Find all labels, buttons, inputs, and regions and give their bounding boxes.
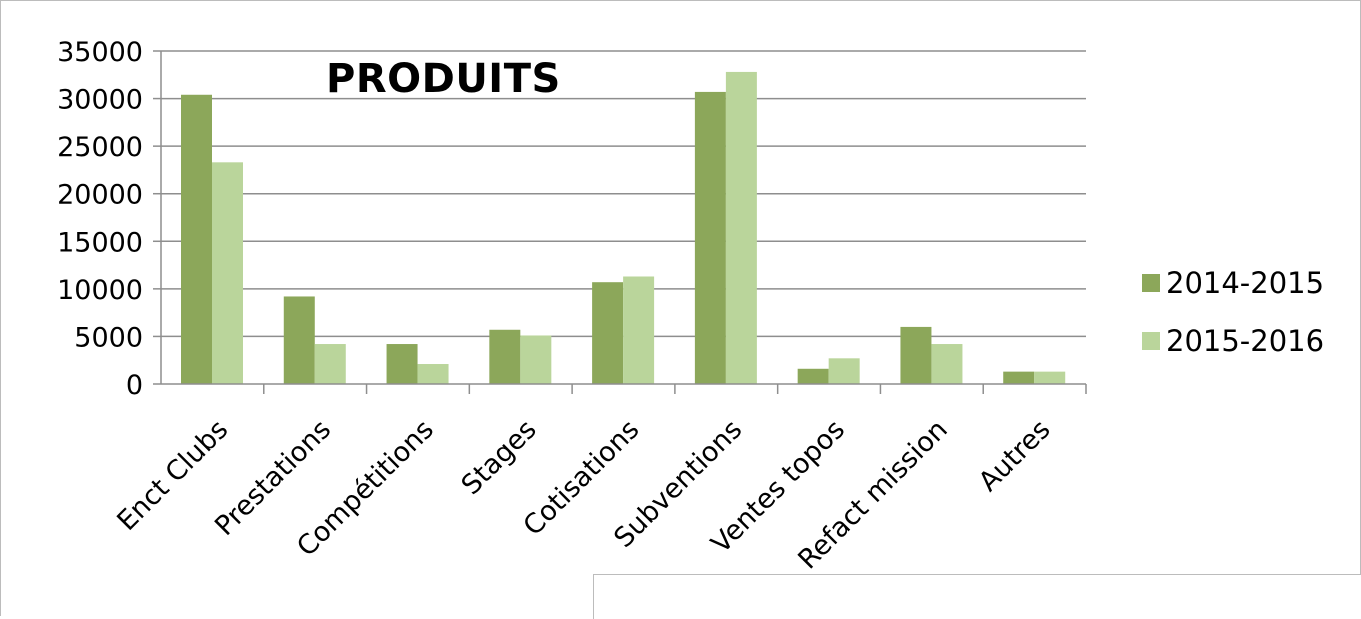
bar-series-2 <box>1034 371 1066 384</box>
bar-series-1 <box>694 91 726 384</box>
bar-series-2 <box>931 344 963 384</box>
legend-swatch-series-2 <box>1142 332 1160 350</box>
category-label: Stages <box>456 414 543 501</box>
bar-series-1 <box>489 329 521 384</box>
bars <box>181 71 1066 384</box>
y-tick-label: 35000 <box>57 37 143 68</box>
bar-series-1 <box>900 326 932 384</box>
y-tick-label: 25000 <box>57 132 143 163</box>
chart-title: PRODUITS <box>326 56 561 102</box>
bar-series-2 <box>520 335 552 384</box>
legend-label-series-2: 2015-2016 <box>1166 324 1325 358</box>
bar-series-1 <box>1003 371 1035 384</box>
overlapping-text-box <box>593 574 1361 619</box>
bar-series-1 <box>386 344 418 384</box>
legend-swatch-series-1 <box>1142 274 1160 292</box>
bar-series-2 <box>417 364 449 384</box>
y-tick-label: 0 <box>126 370 143 401</box>
bar-series-2 <box>725 71 757 384</box>
y-tick-label: 20000 <box>57 180 143 211</box>
y-tick-label: 15000 <box>57 227 143 258</box>
gridlines <box>161 50 1086 338</box>
bar-series-2 <box>314 344 346 384</box>
bar-series-1 <box>797 368 829 384</box>
bar-series-2 <box>623 276 655 384</box>
bar-series-1 <box>283 296 315 384</box>
y-tick-label: 5000 <box>74 322 143 353</box>
legend-item-series-2: 2015-2016 <box>1142 321 1347 361</box>
bar-series-2 <box>212 162 243 384</box>
axes <box>153 50 1087 394</box>
legend-item-series-1: 2014-2015 <box>1142 263 1347 303</box>
y-tick-label: 10000 <box>57 275 143 306</box>
legend: 2014-2015 2015-2016 <box>1142 263 1347 379</box>
bar-series-1 <box>181 94 212 384</box>
y-tick-label: 30000 <box>57 85 143 116</box>
bar-series-1 <box>592 282 624 384</box>
legend-label-series-1: 2014-2015 <box>1166 266 1325 300</box>
category-label: Autres <box>973 414 1057 498</box>
bar-series-2 <box>828 358 860 384</box>
